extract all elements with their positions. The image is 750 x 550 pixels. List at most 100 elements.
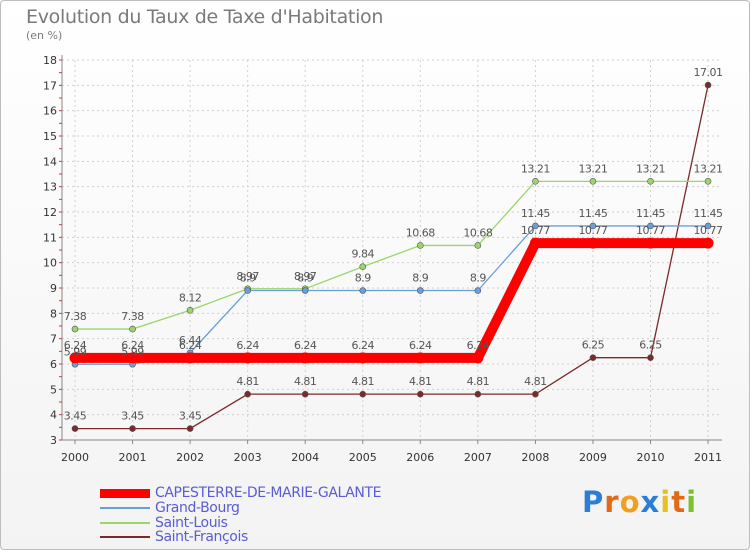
- data-point: [474, 390, 482, 398]
- data-label: 7.38: [64, 310, 87, 323]
- data-point: [71, 325, 79, 333]
- data-label: 11.45: [636, 207, 665, 220]
- data-point: [299, 352, 311, 364]
- y-tick-label: 10: [43, 257, 57, 270]
- legend-label-saint-francois: Saint-François: [155, 529, 248, 545]
- data-point: [587, 237, 599, 249]
- data-point: [129, 325, 136, 333]
- x-tick-label: 2000: [61, 451, 89, 464]
- x-tick-label: 2011: [694, 451, 722, 464]
- x-tick-label: 2007: [464, 451, 492, 464]
- y-tick-label: 8: [50, 307, 57, 320]
- legend-swatch-saint-louis: [100, 522, 150, 524]
- data-label: 8.12: [179, 291, 202, 304]
- series-capesterre-de-marie-galante: [69, 237, 714, 364]
- x-tick-label: 2001: [119, 451, 147, 464]
- data-label: 10.68: [463, 226, 492, 239]
- data-point: [242, 352, 254, 364]
- data-point: [589, 178, 597, 185]
- data-point: [532, 222, 539, 230]
- data-labels-saint-louis: 7.38 7.38 8.12 8.97 8.97 9.84 10.68 10.68 13.21 1…: [64, 162, 723, 323]
- data-label: 8.9: [470, 272, 486, 285]
- data-labels-capesterre-de-marie-galante: 6.24 6.24 6.24 6.24 6.24 6.24 6.24 6.24 10.77 10.…: [64, 224, 724, 352]
- legend-label-grand-bourg: Grand-Bourg: [155, 500, 240, 516]
- y-tick-label: 7: [50, 333, 57, 346]
- legend-swatch-capesterre: [100, 488, 150, 498]
- data-point: [589, 222, 597, 230]
- series-saint-louis: [71, 178, 712, 333]
- data-point: [647, 178, 654, 185]
- data-point: [71, 425, 79, 432]
- legend-item-grand-bourg: Grand-Bourg: [100, 500, 240, 516]
- data-point: [589, 354, 597, 361]
- y-tick-label: 11: [43, 231, 57, 244]
- data-label: 8.97: [236, 270, 259, 283]
- data-label: 10.77: [521, 224, 550, 237]
- data-label: 8.9: [355, 272, 371, 285]
- x-tick-label: 2006: [406, 451, 434, 464]
- logo-letter: P: [582, 485, 605, 519]
- data-label: 8.97: [294, 270, 317, 283]
- y-tick-label: 14: [43, 155, 57, 168]
- data-label: 13.21: [578, 162, 607, 175]
- data-label: 6.24: [179, 339, 202, 352]
- data-point: [69, 352, 81, 364]
- data-label: 6.44: [179, 334, 202, 347]
- data-label: 8.9: [240, 272, 256, 285]
- x-tick-label: 2005: [349, 451, 377, 464]
- data-point: [244, 287, 251, 294]
- x-tick-label: 2004: [291, 451, 319, 464]
- logo-letter: r: [604, 485, 620, 519]
- legend-swatch-grand-bourg: [100, 507, 150, 509]
- data-point: [186, 306, 194, 314]
- data-labels-grand-bourg: 5.99 5.99 6.44 8.9 8.9 8.9 8.9 8.9 11.45 11.45 11.…: [64, 207, 724, 358]
- data-label: 6.25: [582, 339, 605, 352]
- y-tick-label: 13: [43, 181, 57, 194]
- x-tick-label: 2008: [521, 451, 549, 464]
- data-point: [647, 222, 654, 230]
- data-point: [359, 390, 367, 398]
- data-point: [416, 242, 424, 249]
- data-point: [359, 287, 367, 294]
- logo-letter: t: [671, 485, 687, 519]
- data-label: 4.81: [409, 375, 432, 388]
- data-point: [184, 352, 196, 364]
- data-label: 4.81: [294, 375, 317, 388]
- logo-letter: i: [686, 485, 698, 519]
- series-line: [75, 180, 709, 330]
- data-label: 10.68: [406, 226, 435, 239]
- data-label: 5.99: [64, 345, 87, 358]
- legend-item-saint-louis: Saint-Louis: [100, 515, 228, 531]
- y-tick-label: 17: [43, 79, 57, 92]
- data-point: [186, 425, 194, 432]
- data-point: [704, 178, 712, 185]
- data-label: 6.24: [409, 339, 432, 352]
- proxiti-logo: Proxiti: [582, 485, 697, 519]
- data-label: 8.9: [412, 272, 428, 285]
- legend-label-saint-louis: Saint-Louis: [155, 515, 228, 531]
- y-tick-label: 6: [50, 358, 57, 371]
- data-point: [129, 425, 136, 432]
- data-point: [416, 287, 424, 294]
- data-label: 4.81: [467, 375, 490, 388]
- data-point: [414, 352, 426, 364]
- legend-swatch-saint-francois: [100, 536, 150, 538]
- data-label: 17.01: [694, 66, 723, 79]
- data-point: [474, 287, 482, 294]
- data-point: [359, 263, 367, 271]
- chart-title: Evolution du Taux de Taxe d'Habitation: [26, 6, 384, 28]
- data-label: 3.45: [179, 410, 202, 423]
- legend-label-capesterre: CAPESTERRE-DE-MARIE-GALANTE: [155, 485, 382, 501]
- data-label: 7.38: [121, 310, 144, 323]
- data-point: [127, 352, 139, 364]
- data-label: 6.24: [121, 339, 144, 352]
- data-labels-saint-francois: 3.45 3.45 3.45 4.81 4.81 4.81 4.81 4.81 4.81 6.25…: [64, 66, 723, 423]
- data-label: 6.24: [352, 339, 375, 352]
- y-tick-label: 9: [50, 282, 57, 295]
- y-tick-label: 4: [50, 409, 57, 422]
- data-label: 13.21: [521, 162, 550, 175]
- data-label: 11.45: [521, 207, 550, 220]
- data-point: [532, 178, 539, 185]
